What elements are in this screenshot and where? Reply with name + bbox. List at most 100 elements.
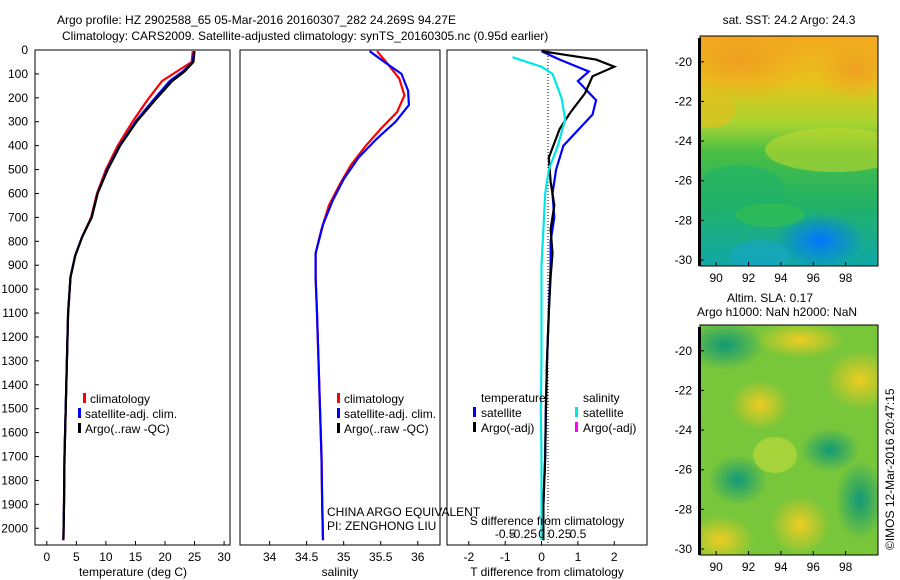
map-x-tick-label: 96 <box>807 271 821 285</box>
t-difference-xlabel: T difference from climatology <box>470 565 624 579</box>
sst-map-left-edge <box>698 38 701 266</box>
legend-label-argo: Argo(..raw -QC) <box>85 422 170 436</box>
x-tick-label: 36 <box>411 550 425 564</box>
temperature-legend: climatology satellite-adj. clim. Argo(..… <box>78 392 177 436</box>
x-tick-label: 15 <box>129 550 143 564</box>
legend-swatch-satellite <box>78 408 81 418</box>
legend-swatch-t-satellite <box>473 407 476 417</box>
x-tick-label: 30 <box>217 550 231 564</box>
imos-credit: ©IMOS 12-Mar-2016 20:47:15 <box>883 388 897 550</box>
x-tick-label: -1 <box>500 550 511 564</box>
x-tick-label: 34.5 <box>295 550 319 564</box>
x-tick-label: 2 <box>611 550 618 564</box>
map-y-tick-label: -24 <box>675 423 693 437</box>
x-tick-label: 10 <box>99 550 113 564</box>
legend-label-climatology: climatology <box>344 392 404 406</box>
legend-swatch-argo <box>337 423 340 433</box>
map-y-tick-label: -20 <box>675 344 693 358</box>
y-tick-label: 1600 <box>1 426 28 440</box>
temperature-axes-frame <box>34 49 231 546</box>
map-x-tick-label: 90 <box>710 560 724 574</box>
y-tick-label: 1000 <box>1 282 28 296</box>
y-tick-label: 400 <box>8 139 28 153</box>
x-tick-label: 35 <box>337 550 351 564</box>
map-x-tick-label: 94 <box>774 560 788 574</box>
difference-axes-frame <box>446 49 648 546</box>
y-tick-label: 1700 <box>1 450 28 464</box>
y-tick-label: 1500 <box>1 402 28 416</box>
legend-swatch-t-argo <box>473 422 476 432</box>
x-tick-label: 34 <box>263 550 277 564</box>
sst-map-title: sat. SST: 24.2 Argo: 24.3 <box>723 13 856 27</box>
difference-legend: temperature salinity satellite Argo(-adj… <box>473 391 636 435</box>
map-y-tick-label: -20 <box>675 55 693 69</box>
y-tick-label: 200 <box>8 91 28 105</box>
x-tick-label: 35.5 <box>369 550 393 564</box>
y-tick-label: 800 <box>8 234 28 248</box>
legend-label-satellite: satellite-adj. clim. <box>85 407 177 421</box>
figure-title-line2: Climatology: CARS2009. Satellite-adjuste… <box>62 29 548 43</box>
salinity-legend: climatology satellite-adj. clim. Argo(..… <box>337 392 436 436</box>
float-owner-annotation: CHINA ARGO EQUIVALENT <box>327 505 481 519</box>
legend-swatch-s-satellite <box>575 407 578 417</box>
temperature-panel: 0100200300400500600700800900100011001200… <box>1 43 231 579</box>
map-y-tick-label: -22 <box>675 94 693 108</box>
legend-label-s-argo: Argo(-adj) <box>583 421 636 435</box>
y-tick-label: 900 <box>8 258 28 272</box>
map-y-tick-label: -28 <box>675 502 693 516</box>
map-x-tick-label: 98 <box>839 271 853 285</box>
top-tick-label: 0.5 <box>570 527 587 541</box>
sla-map-title: Altim. SLA: 0.17 <box>727 291 813 305</box>
x-tick-label: 25 <box>188 550 202 564</box>
map-y-tick-label: -22 <box>675 383 693 397</box>
series-line-1 <box>541 50 618 541</box>
x-tick-label: 0 <box>43 550 50 564</box>
map-y-tick-label: -26 <box>675 463 693 477</box>
map-x-tick-label: 98 <box>839 560 853 574</box>
legend-header-salinity: salinity <box>583 391 620 405</box>
y-tick-label: 1400 <box>1 378 28 392</box>
y-tick-label: 1800 <box>1 473 28 487</box>
map-y-tick-label: -30 <box>675 253 693 267</box>
legend-swatch-climatology <box>337 393 340 403</box>
y-tick-label: 1100 <box>2 306 28 320</box>
sla-map-panel: 90 92 94 96 98 -20 -22 -24 -26 -28 -30 Altim. SLA:… <box>675 291 879 574</box>
x-tick-label: 1 <box>575 550 582 564</box>
salinity-panel: 34 34.5 35 35.5 36 salinity climatology sate… <box>239 49 481 579</box>
legend-swatch-satellite <box>337 408 340 418</box>
map-y-tick-label: -26 <box>675 174 693 188</box>
salinity-axes-frame <box>239 49 441 546</box>
legend-label-s-satellite: satellite <box>583 406 624 420</box>
x-tick-label: 0 <box>538 550 545 564</box>
legend-label-argo: Argo(..raw -QC) <box>344 422 429 436</box>
series-line-0 <box>62 51 194 541</box>
map-x-tick-label: 96 <box>807 560 821 574</box>
figure-title-line1: Argo profile: HZ 2902588_65 05-Mar-2016 … <box>57 13 456 27</box>
map-y-tick-label: -30 <box>675 542 693 556</box>
y-tick-label: 500 <box>8 163 28 177</box>
difference-panel: -2 -1 0 1 2 -0.5-0.25 0 0.250.5 S difference f… <box>446 49 648 579</box>
legend-swatch-s-argo <box>575 422 578 432</box>
sst-map-panel: 90 92 94 96 98 -20 -22 -24 -26 -28 -30 sat. SST: 2… <box>675 13 879 285</box>
y-tick-label: 1200 <box>1 330 28 344</box>
salinity-xlabel: salinity <box>322 565 359 579</box>
sla-heatmap <box>700 325 878 555</box>
y-tick-label: 1900 <box>1 497 28 511</box>
y-tick-label: 2000 <box>1 521 28 535</box>
temperature-xlabel: temperature (deg C) <box>79 565 187 579</box>
legend-swatch-climatology <box>83 393 86 403</box>
top-tick-label: 0.25 <box>548 527 572 541</box>
map-x-tick-label: 92 <box>742 560 756 574</box>
legend-swatch-argo <box>78 423 81 433</box>
map-y-tick-label: -24 <box>675 134 693 148</box>
sst-heatmap <box>700 36 878 266</box>
x-tick-label: 5 <box>73 550 80 564</box>
x-tick-label: 20 <box>158 550 172 564</box>
pi-annotation: PI: ZENGHONG LIU <box>327 519 436 533</box>
series-line-1 <box>62 51 196 541</box>
legend-label-climatology: climatology <box>90 392 150 406</box>
y-tick-label: 700 <box>8 210 28 224</box>
y-tick-label: 1300 <box>1 354 28 368</box>
legend-label-satellite: satellite-adj. clim. <box>344 407 436 421</box>
